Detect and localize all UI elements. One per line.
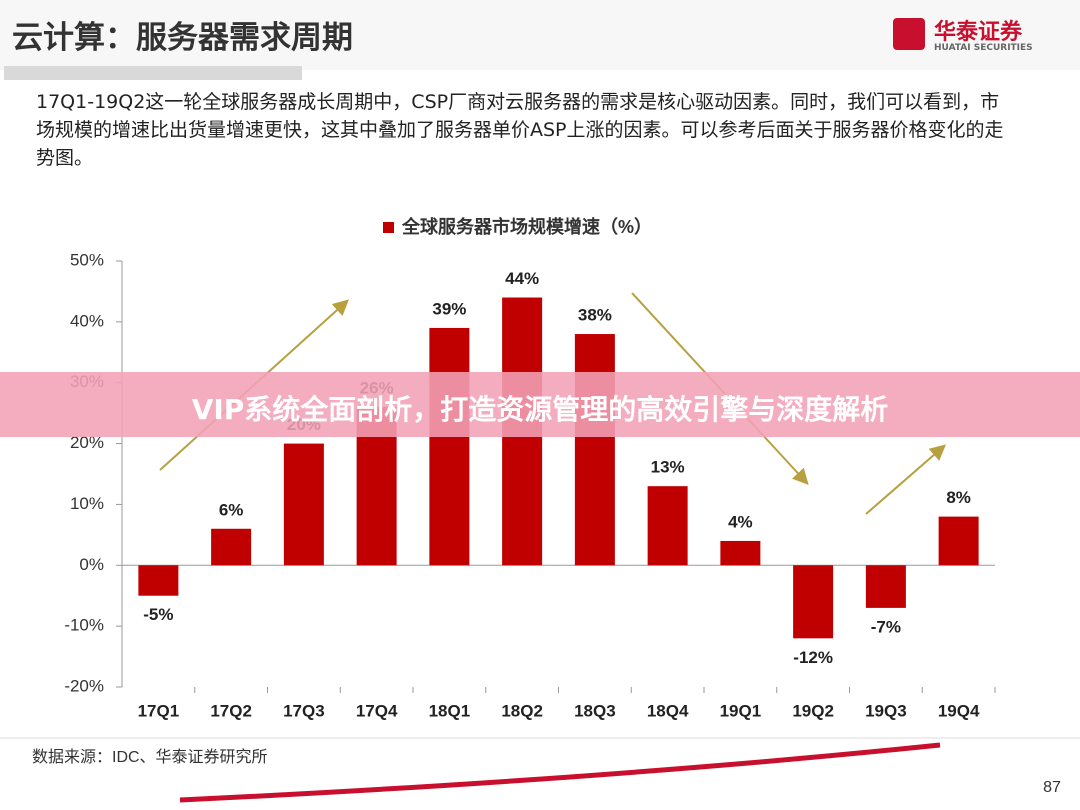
bar bbox=[720, 540, 761, 566]
y-tick-label: 10% bbox=[70, 494, 104, 513]
x-tick-label: 18Q3 bbox=[574, 701, 616, 720]
banner-text: VIP系统全面剖析，打造资源管理的高效引擎与深度解析 bbox=[191, 393, 889, 426]
bar bbox=[938, 516, 979, 566]
y-tick-label: 0% bbox=[79, 555, 104, 574]
x-tick-label: 19Q2 bbox=[792, 701, 834, 720]
slide-title: 云计算：服务器需求周期 bbox=[12, 20, 353, 56]
x-tick-label: 19Q3 bbox=[865, 701, 907, 720]
y-tick-label: 50% bbox=[70, 250, 104, 269]
footer-swoosh bbox=[179, 742, 941, 803]
bar bbox=[647, 486, 688, 566]
value-label: -5% bbox=[143, 605, 173, 624]
value-label: 6% bbox=[219, 500, 244, 519]
value-label: -12% bbox=[793, 648, 833, 667]
x-tick-label: 19Q1 bbox=[720, 701, 762, 720]
bar bbox=[283, 443, 324, 566]
bar bbox=[865, 565, 906, 608]
value-label: 4% bbox=[728, 512, 753, 531]
value-label: 8% bbox=[946, 488, 971, 507]
x-tick-label: 17Q1 bbox=[138, 701, 180, 720]
value-label: 38% bbox=[578, 306, 612, 325]
y-tick-label: -10% bbox=[64, 616, 104, 635]
x-tick-label: 19Q4 bbox=[938, 701, 980, 720]
title-underline bbox=[4, 66, 302, 80]
x-tick-label: 18Q2 bbox=[501, 701, 543, 720]
value-label: 13% bbox=[651, 458, 685, 477]
x-tick-label: 17Q3 bbox=[283, 701, 325, 720]
bar bbox=[138, 565, 179, 596]
value-label: -7% bbox=[871, 617, 901, 636]
bar bbox=[429, 327, 470, 566]
source: 数据来源：IDC、华泰证券研究所 bbox=[32, 748, 268, 766]
x-tick-label: 18Q1 bbox=[429, 701, 471, 720]
x-tick-label: 18Q4 bbox=[647, 701, 689, 720]
bar bbox=[211, 528, 252, 566]
y-tick-label: 40% bbox=[70, 311, 104, 330]
legend-swatch bbox=[383, 222, 394, 233]
body-text: 17Q1-19Q2这一轮全球服务器成长周期中，CSP厂商对云服务器的需求是核心驱… bbox=[36, 91, 1004, 169]
x-tick-label: 17Q2 bbox=[210, 701, 252, 720]
logo-icon bbox=[893, 18, 925, 50]
y-tick-label: -20% bbox=[64, 676, 104, 695]
x-tick-label: 17Q4 bbox=[356, 701, 398, 720]
bar bbox=[793, 565, 834, 639]
banner bbox=[0, 372, 1080, 437]
trend-arrow bbox=[865, 444, 947, 515]
logo-en: HUATAI SECURITIES bbox=[934, 43, 1033, 53]
bar bbox=[574, 334, 615, 566]
y-tick-label: 20% bbox=[70, 433, 104, 452]
legend-label: 全球服务器市场规模增速（%） bbox=[401, 216, 652, 237]
page-number: 87 bbox=[1043, 779, 1061, 796]
value-label: 44% bbox=[505, 269, 539, 288]
value-label: 39% bbox=[432, 299, 466, 318]
logo-cn: 华泰证券 bbox=[934, 20, 1023, 45]
